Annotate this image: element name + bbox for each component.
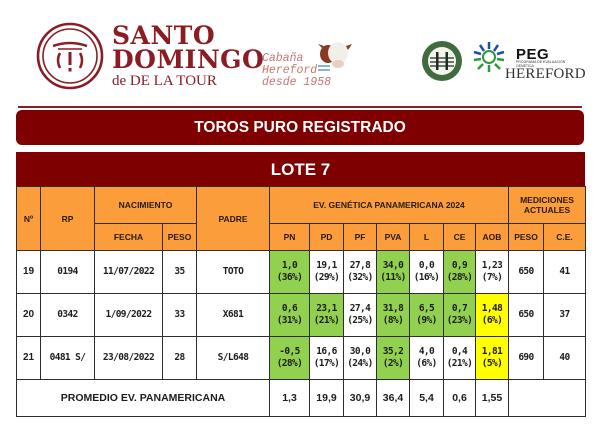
brand-emblem-icon [36, 22, 104, 90]
col-header-peso-actual: PESO [508, 223, 544, 251]
bulls-table: Nº RP NACIMIENTO PADRE EV. GENÉTICA PANA… [16, 186, 587, 417]
cell-aob: 1,81 (5%) [475, 336, 509, 380]
col-header-fecha: FECHA [94, 223, 163, 251]
peg-hereford-logo: PEG PROGRAMA DE EVALUACIÓN GENÉTICA HERE… [472, 40, 586, 84]
avg-pva: 36,4 [376, 379, 410, 417]
cell-pva: 35,2 (2%) [376, 336, 410, 380]
cell-pn: -0,5 (28%) [269, 336, 310, 380]
peg-sun-icon [473, 42, 505, 72]
cell-fecha: 1/09/2022 [94, 293, 163, 337]
cell-ce-actual: 37 [542, 293, 587, 337]
cell-ce: 0,7 (23%) [443, 293, 476, 337]
col-header-l: L [409, 223, 444, 251]
cell-peso-actual: 650 [508, 250, 544, 294]
col-header-pva: PVA [376, 223, 410, 251]
cell-pd: 19,1 (29%) [309, 250, 344, 294]
cell-pf: 27,4 (25%) [343, 293, 377, 337]
cell-aob: 1,23 (7%) [475, 250, 509, 294]
cell-l: 0,0 (16%) [409, 250, 444, 294]
col-header-nacimiento: NACIMIENTO [94, 186, 197, 224]
avg-pn: 1,3 [269, 379, 310, 417]
cell-ce-actual: 41 [542, 250, 587, 294]
brand-name-line1: SANTO [112, 21, 216, 50]
cell-num: 19 [16, 250, 41, 294]
cell-ce-actual: 40 [542, 336, 587, 380]
table-row: 20 0342 1/09/2022 33 X681 0,6 (31%) 23,1… [16, 293, 587, 337]
cell-pn: 1,0 (36%) [269, 250, 310, 294]
cell-pf: 27,8 (32%) [343, 250, 377, 294]
col-header-pn: PN [269, 223, 310, 251]
cell-peso: 35 [162, 250, 197, 294]
cell-peso-actual: 690 [508, 336, 544, 380]
table-row: 21 0481 S/ 23/08/2022 28 S/L648 -0,5 (28%… [16, 336, 587, 380]
cell-num: 21 [16, 336, 41, 380]
cell-pva: 31,8 (8%) [376, 293, 410, 337]
cell-pd: 23,1 (21%) [309, 293, 344, 337]
cell-rp: 0481 S/ [40, 336, 95, 380]
cell-peso-actual: 650 [508, 293, 544, 337]
cell-pd: 16,6 (17%) [309, 336, 344, 380]
col-header-num: Nº [16, 186, 41, 251]
col-header-ev-genetica: EV. GENÉTICA PANAMERICANA 2024 [269, 186, 509, 224]
avg-l: 5,4 [409, 379, 444, 417]
avg-aob: 1,55 [475, 379, 509, 417]
col-header-mediciones: MEDICIONES ACTUALES [507, 186, 587, 224]
brand-name-line2: DOMINGO [112, 45, 265, 74]
cell-pf: 30,0 (24%) [343, 336, 377, 380]
avg-pd: 19,9 [309, 379, 344, 417]
col-header-aob: AOB [475, 223, 509, 251]
cell-fecha: 11/07/2022 [94, 250, 163, 294]
page-title: TOROS PURO REGISTRADO [16, 110, 584, 145]
cell-padre: X681 [196, 293, 270, 337]
cabana-hereford-label: Cabaña Hereford desde 1958 [262, 52, 332, 89]
cell-ce: 0,9 (28%) [443, 250, 476, 294]
cell-peso: 28 [162, 336, 197, 380]
col-header-rp: RP [40, 186, 95, 251]
cell-pva: 34,0 (11%) [376, 250, 410, 294]
col-header-pd: PD [309, 223, 344, 251]
table-row: 19 0194 11/07/2022 35 TOTO 1,0 (36%) 19,… [16, 250, 587, 294]
cell-rp: 0342 [40, 293, 95, 337]
cell-num: 20 [16, 293, 41, 337]
average-row: PROMEDIO EV. PANAMERICANA 1,3 19,9 30,9 … [16, 379, 587, 417]
cell-l: 4,0 (6%) [409, 336, 444, 380]
hereford-cattle-icon [318, 42, 352, 71]
cell-aob: 1,48 (6%) [475, 293, 509, 337]
brand-name-line3: de DE LA TOUR [112, 73, 217, 89]
cell-pn: 0,6 (31%) [269, 293, 310, 337]
lote-title: LOTE 7 [16, 152, 585, 187]
cell-fecha: 23/08/2022 [94, 336, 163, 380]
col-header-ce-actual: C.E. [542, 223, 587, 251]
hereford-association-seal-icon [422, 41, 462, 81]
cell-ce: 0,4 (21%) [443, 336, 476, 380]
cell-padre: TOTO [196, 250, 270, 294]
santo-domingo-logo: SANTO DOMINGO de DE LA TOUR [36, 22, 266, 94]
cell-padre: S/L648 [196, 336, 270, 380]
cell-l: 6,5 (9%) [409, 293, 444, 337]
avg-ce: 0,6 [443, 379, 476, 417]
col-header-padre: PADRE [196, 186, 270, 251]
average-label: PROMEDIO EV. PANAMERICANA [16, 379, 270, 417]
col-header-pf: PF [343, 223, 377, 251]
cell-rp: 0194 [40, 250, 95, 294]
avg-pf: 30,9 [343, 379, 377, 417]
col-header-peso-nac: PESO [162, 223, 197, 251]
header-divider [18, 106, 582, 108]
avg-empty-cell [507, 379, 587, 417]
cell-peso: 33 [162, 293, 197, 337]
col-header-ce: CE [443, 223, 476, 251]
